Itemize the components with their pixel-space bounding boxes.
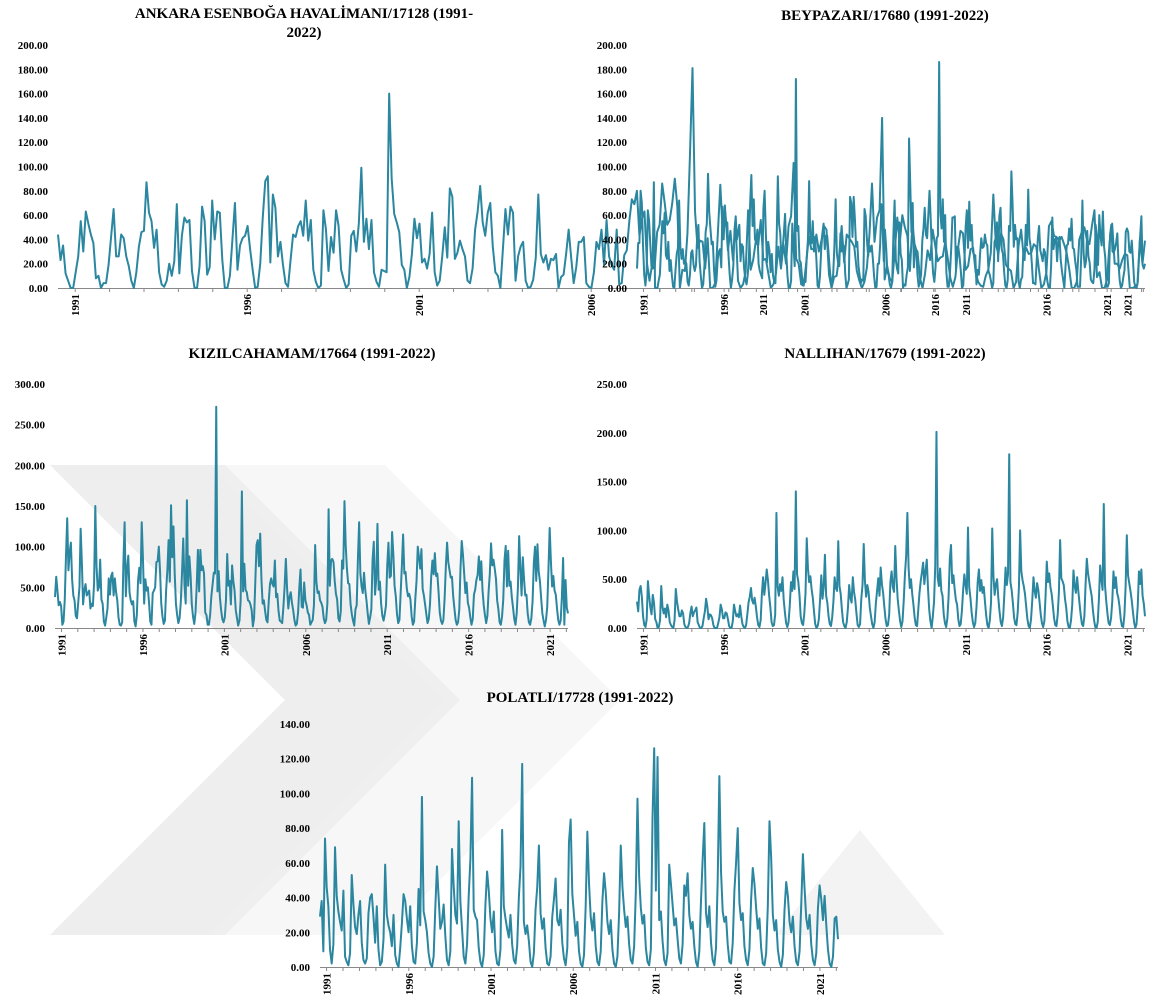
chart-title-line-2: 2022) xyxy=(287,25,322,41)
x-tick-label: 2021 xyxy=(1102,294,1114,316)
x-tick-label: 1991 xyxy=(638,634,650,656)
series-line xyxy=(319,747,839,968)
x-tick-label: 2011 xyxy=(382,634,394,655)
y-tick-label: 60.00 xyxy=(285,858,310,870)
y-tick-label: 120.00 xyxy=(597,137,628,149)
y-tick-label: 180.00 xyxy=(18,64,49,76)
chart-title: NALLIHAN/17679 (1991-2022) xyxy=(784,346,985,362)
series-line xyxy=(636,430,1146,629)
x-tick-label: 1996 xyxy=(404,973,416,996)
chart-panel-kizilcahamam: KIZILCAHAMAM/17664 (1991-2022) 0.00 50.00… xyxy=(15,346,569,657)
y-tick-label: 20.00 xyxy=(23,259,48,271)
x-tick-label: 2001 xyxy=(219,634,231,656)
y-tick-label: 40.00 xyxy=(602,234,627,246)
y-tick-label: 0.00 xyxy=(29,283,49,295)
x-tick-label: 2006 xyxy=(586,294,598,317)
x-tick-label: 2001 xyxy=(414,294,426,316)
x-tick-label: 1996 xyxy=(719,634,731,657)
chart-panel-nallihan: NALLIHAN/17679 (1991-2022) 0.00 50.00 100.… xyxy=(597,346,1146,657)
y-tick-label: 50.00 xyxy=(20,582,45,594)
x-tick-label: 2006 xyxy=(301,634,313,657)
chart-title: POLATLI/17728 (1991-2022) xyxy=(487,690,674,706)
y-tick-label: 140.00 xyxy=(18,113,49,125)
y-tick-label: 60.00 xyxy=(23,210,48,222)
series-line xyxy=(636,61,1146,289)
y-tick-label: 20.00 xyxy=(285,927,310,939)
y-tick-label: 0.00 xyxy=(26,623,46,635)
x-tick-label: 2001 xyxy=(800,634,812,656)
y-tick-label: 160.00 xyxy=(597,89,628,101)
x-tick-label: 2021 xyxy=(1122,634,1134,656)
y-tick-label: 100.00 xyxy=(597,162,628,174)
x-tick-label: 2001 xyxy=(486,973,498,995)
x-tick-label: 2016 xyxy=(464,634,476,657)
y-tick-label: 200.00 xyxy=(597,40,628,52)
x-tick-label: 1996 xyxy=(719,294,731,317)
y-tick-label: 200.00 xyxy=(597,428,628,440)
y-tick-label: 100.00 xyxy=(15,542,46,554)
y-tick-label: 100.00 xyxy=(18,162,49,174)
x-tick-label: 2016 xyxy=(1042,294,1054,317)
x-tick-label: 2021 xyxy=(1122,294,1134,316)
x-tick-label: 1991 xyxy=(638,294,650,316)
y-tick-label: 100.00 xyxy=(280,788,311,800)
y-tick-label: 40.00 xyxy=(23,234,48,246)
series-line xyxy=(54,405,569,628)
y-tick-label: 200.00 xyxy=(15,460,46,472)
chart-panel-beypazari: BEYPAZARI/17680 (1991-2022) 0.00 20.00 40.… xyxy=(597,8,1146,317)
y-tick-label: 250.00 xyxy=(15,420,46,432)
y-tick-label: 20.00 xyxy=(602,259,627,271)
y-tick-label: 250.00 xyxy=(597,379,628,391)
x-tick-label: 1996 xyxy=(138,634,150,657)
y-tick-label: 0.00 xyxy=(608,623,628,635)
x-tick-label: 1996 xyxy=(242,294,254,317)
y-tick-label: 50.00 xyxy=(602,574,627,586)
x-tick-label: 1991 xyxy=(70,294,82,316)
y-tick-label: 0.00 xyxy=(291,962,311,974)
chart-panel-ankara-esenboga: ANKARA ESENBOĞA HAVALİMANI/17128 (1991- … xyxy=(18,5,1146,317)
x-tick-label: 2001 xyxy=(800,294,812,316)
x-tick-label: 1991 xyxy=(322,973,334,995)
y-tick-label: 100.00 xyxy=(597,525,628,537)
x-tick-label: 2011 xyxy=(961,634,973,655)
chart-title: BEYPAZARI/17680 (1991-2022) xyxy=(781,8,989,24)
x-tick-label: 2006 xyxy=(880,634,892,657)
y-tick-label: 0.00 xyxy=(608,283,628,295)
series-line xyxy=(57,67,1146,289)
y-tick-label: 80.00 xyxy=(285,823,310,835)
y-tick-label: 120.00 xyxy=(18,137,49,149)
x-tick-label: 2011 xyxy=(650,973,662,994)
y-tick-label: 80.00 xyxy=(602,186,627,198)
y-tick-label: 150.00 xyxy=(15,501,46,513)
x-tick-label: 2016 xyxy=(930,294,942,317)
x-tick-label: 2016 xyxy=(1042,634,1054,657)
y-tick-label: 140.00 xyxy=(280,719,311,731)
x-tick-label: 2011 xyxy=(758,294,770,315)
x-tick-label: 2021 xyxy=(815,973,827,995)
y-tick-label: 200.00 xyxy=(18,40,49,52)
chart-title-line-1: ANKARA ESENBOĞA HAVALİMANI/17128 (1991- xyxy=(135,5,473,22)
y-tick-label: 180.00 xyxy=(597,64,628,76)
chart-panel-polatli: POLATLI/17728 (1991-2022) 0.00 20.00 40.00… xyxy=(280,690,839,996)
y-tick-label: 80.00 xyxy=(23,186,48,198)
x-tick-label: 1991 xyxy=(57,634,69,656)
x-tick-label: 2011 xyxy=(961,294,973,315)
x-tick-label: 2006 xyxy=(880,294,892,317)
y-tick-label: 40.00 xyxy=(285,893,310,905)
x-tick-label: 2016 xyxy=(733,973,745,996)
y-tick-label: 120.00 xyxy=(280,754,311,766)
x-tick-label: 2006 xyxy=(568,973,580,996)
chart-title: KIZILCAHAMAM/17664 (1991-2022) xyxy=(188,346,435,362)
x-tick-label: 2021 xyxy=(545,634,557,656)
y-tick-label: 60.00 xyxy=(602,210,627,222)
y-tick-label: 140.00 xyxy=(597,113,628,125)
y-tick-label: 300.00 xyxy=(15,379,46,391)
y-tick-label: 150.00 xyxy=(597,477,628,489)
y-tick-label: 160.00 xyxy=(18,89,49,101)
